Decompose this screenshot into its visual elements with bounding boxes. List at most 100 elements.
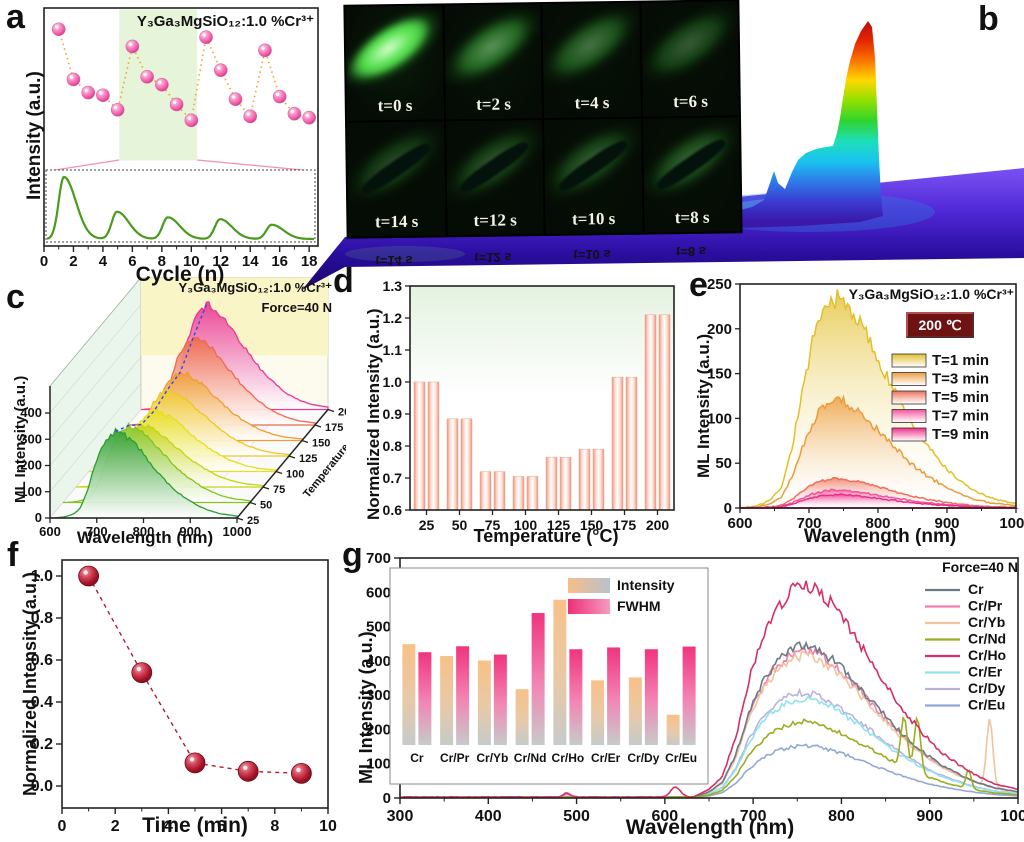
panel-letter-g: g [342, 536, 363, 574]
svg-text:8: 8 [270, 818, 279, 835]
intensity-bar [628, 677, 642, 745]
svg-text:8: 8 [158, 253, 166, 270]
panel-f: 0.0 0.2 0.4 0.6 0.8 1.0 0 2 4 6 8 10 Normalized Int… [0, 546, 340, 842]
fwhm-bar [644, 649, 658, 745]
intensity-bar [440, 656, 454, 745]
panel-c-ylabel: ML Intensity (a.u.) [12, 375, 29, 503]
inset-legend-label: FWHM [617, 598, 661, 614]
green-glow-streak [443, 4, 542, 103]
inset-category-label: Cr/Yb [476, 751, 508, 765]
svg-text:0: 0 [724, 500, 732, 517]
temp-bar [644, 314, 657, 511]
cycle-point [228, 92, 243, 106]
cycle-point [169, 97, 184, 112]
panel-a: 0 2 4 6 8 10 12 14 16 18 Y₃Ga₃MgSiO₁₂:1.0 %Cr³⁺ I… [0, 0, 340, 292]
svg-text:200: 200 [338, 407, 346, 419]
inset-legend-swatch [568, 599, 610, 614]
legend-label: Cr/Ho [968, 647, 1006, 663]
panel-letter-e: e [689, 266, 708, 304]
decay-point [184, 752, 206, 774]
reflection-label: t=8 s [676, 244, 706, 259]
inset-legend-swatch [568, 578, 610, 593]
svg-text:250: 250 [707, 276, 732, 293]
panel-f-ylabel: Normalized Intensity (a.u.) [20, 571, 40, 796]
photo-time-label: t=0 s [377, 95, 413, 116]
svg-text:6: 6 [217, 818, 226, 835]
svg-text:300: 300 [20, 431, 42, 446]
panel-f-plot: 0.0 0.2 0.4 0.6 0.8 1.0 0 2 4 6 8 10 [31, 559, 337, 835]
svg-text:500: 500 [563, 808, 590, 825]
intensity-bar [402, 644, 416, 745]
temp-bar [460, 418, 473, 511]
photo-time-label: t=14 s [374, 211, 419, 232]
svg-text:1.0: 1.0 [383, 374, 403, 390]
svg-text:0.2: 0.2 [31, 736, 53, 753]
temp-bar [526, 476, 539, 511]
svg-text:25: 25 [247, 515, 259, 527]
inset-box [45, 169, 316, 243]
svg-text:2: 2 [111, 818, 120, 835]
legend-label: Cr/Pr [968, 598, 1003, 614]
intensity-bar [591, 680, 605, 745]
svg-text:900: 900 [916, 808, 943, 825]
decay-line [87, 575, 302, 775]
svg-text:1.2: 1.2 [383, 310, 403, 326]
legend-label: T=7 min [932, 408, 989, 425]
svg-text:0: 0 [383, 790, 391, 807]
fwhm-bar [418, 652, 432, 745]
green-glow-streak [542, 2, 641, 101]
panel-e-temp-badge: 200 ℃ [906, 312, 974, 338]
svg-text:0.4: 0.4 [31, 694, 53, 711]
svg-text:75: 75 [273, 484, 285, 496]
svg-text:125: 125 [547, 517, 571, 533]
svg-text:1.1: 1.1 [383, 342, 403, 358]
inset-category-label: Cr/Dy [627, 751, 659, 765]
inset-category-label: Cr/Pr [440, 751, 470, 765]
svg-text:175: 175 [325, 422, 343, 434]
svg-text:100: 100 [514, 517, 538, 533]
svg-text:800: 800 [133, 524, 155, 539]
svg-text:300: 300 [366, 687, 391, 704]
svg-text:200: 200 [707, 321, 732, 338]
panel-f-xlabel: Time (min) [142, 814, 248, 837]
svg-text:600: 600 [727, 515, 752, 532]
svg-text:0.6: 0.6 [31, 652, 53, 669]
svg-text:300: 300 [387, 808, 414, 825]
svg-text:0.9: 0.9 [383, 406, 403, 422]
panel-c-xlabel: Wavelength (nm) [76, 528, 214, 547]
svg-text:1.0: 1.0 [31, 568, 53, 585]
legend-label: Cr/Eu [968, 697, 1005, 713]
cycle-point [302, 110, 316, 125]
svg-text:100: 100 [286, 469, 304, 481]
cycle-line [57, 28, 310, 123]
svg-text:100: 100 [20, 484, 42, 499]
svg-text:400: 400 [366, 653, 391, 670]
ml-photo-frame: t=6 s [640, 1, 739, 117]
ml-3d-surface [740, 21, 883, 228]
panel-letter-c: c [6, 278, 25, 316]
ml-photo-frame: t=10 s [544, 118, 643, 234]
legend-swatch [891, 427, 927, 442]
svg-text:500: 500 [366, 619, 391, 636]
svg-text:800: 800 [828, 808, 855, 825]
svg-text:12: 12 [212, 253, 229, 270]
svg-text:125: 125 [299, 453, 317, 465]
svg-text:175: 175 [613, 517, 637, 533]
inset-category-label: Cr/Er [591, 751, 621, 765]
cycle-point [66, 72, 81, 87]
panel-letter-b: b [978, 0, 999, 38]
ml-photo-frame: t=12 s [445, 120, 544, 236]
svg-text:2: 2 [69, 253, 77, 270]
temp-bar [592, 448, 605, 511]
panel-c-force: Force=40 N [261, 300, 332, 315]
temp-bar [611, 376, 624, 511]
svg-text:75: 75 [485, 517, 501, 533]
fwhm-bar [607, 647, 621, 745]
svg-text:200: 200 [20, 458, 42, 473]
svg-text:900: 900 [934, 515, 959, 532]
ml-photo-frame: t=14 s [347, 121, 446, 237]
svg-text:100: 100 [366, 756, 391, 773]
decay-point [78, 565, 99, 587]
panel-a-title: Y₃Ga₃MgSiO₁₂:1.0 %Cr³⁺ [136, 13, 314, 30]
